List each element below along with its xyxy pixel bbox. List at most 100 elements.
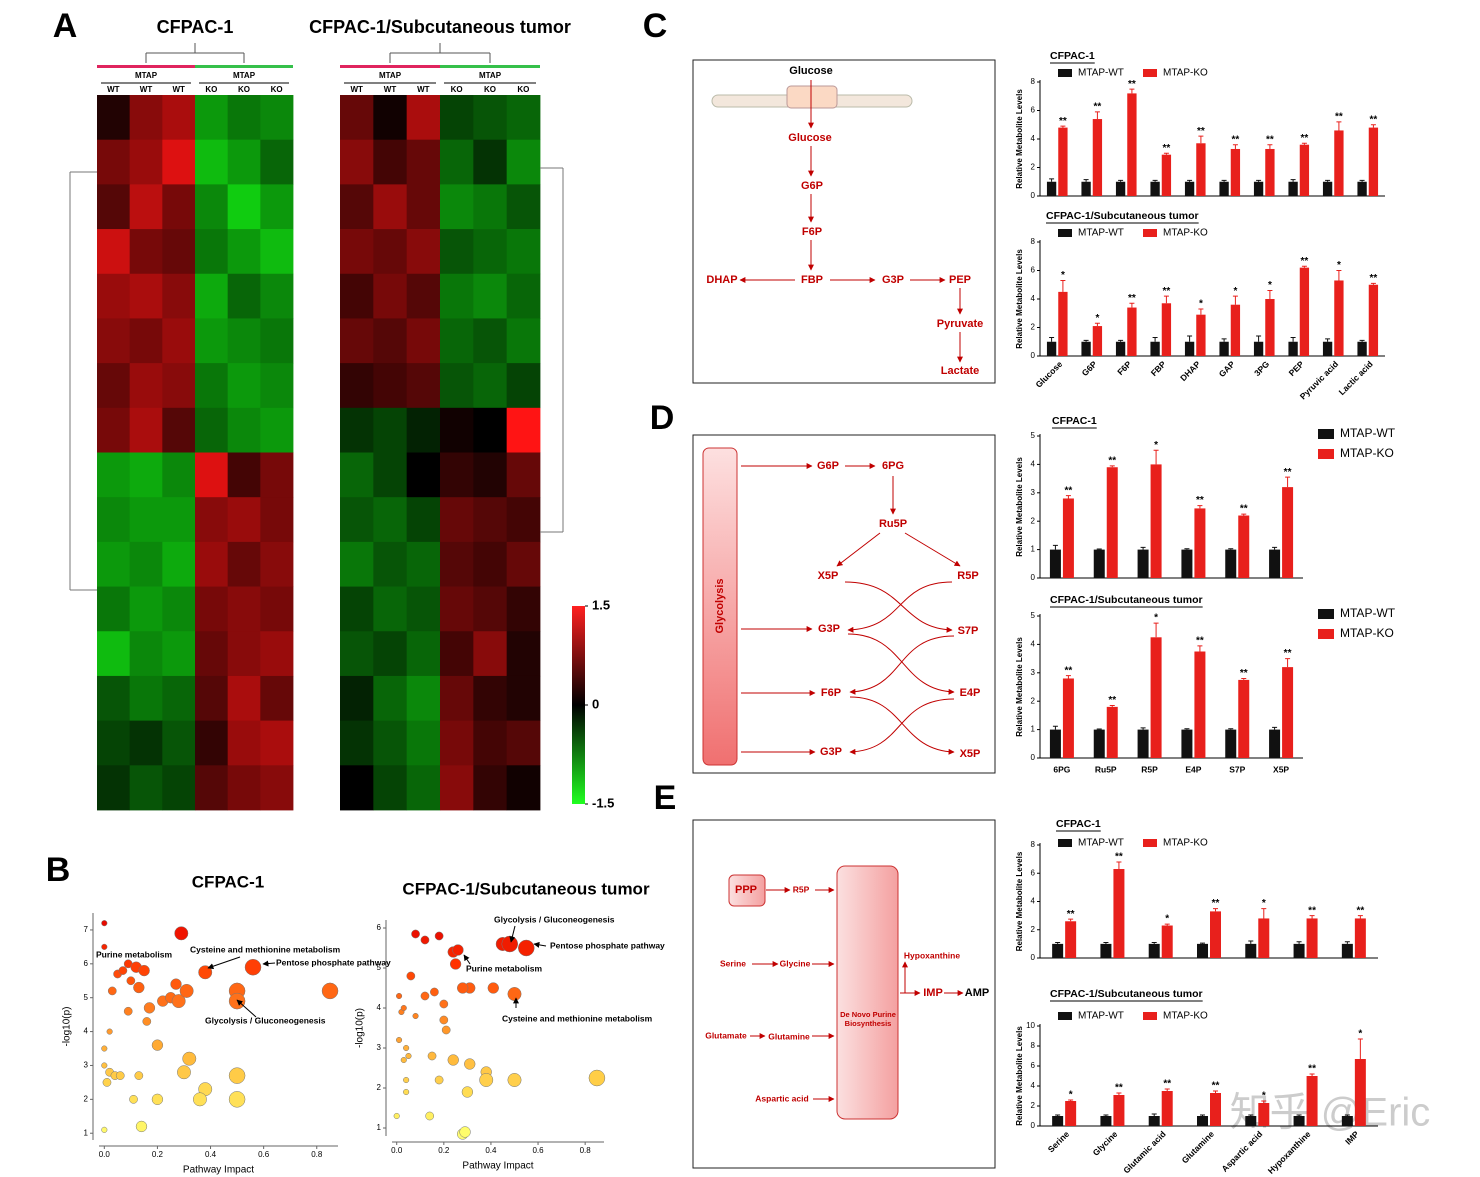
y-tick-label: 8 (1031, 1041, 1036, 1050)
bar (1137, 729, 1149, 758)
diagram-node: Pyruvate (937, 318, 983, 330)
bubble (434, 1075, 444, 1085)
heatmap-cell (440, 273, 474, 319)
error-bar (1296, 1114, 1302, 1116)
heatmap-cell (373, 541, 408, 587)
significance-label: * (1233, 286, 1237, 297)
y-tick-label: 4 (1031, 294, 1036, 303)
heatmap-cell (260, 720, 294, 766)
heatmap-cell (406, 586, 441, 632)
bar (1354, 1059, 1366, 1126)
bubble (461, 1086, 474, 1098)
significance-label: ** (1212, 898, 1220, 909)
error-bar (1213, 1090, 1218, 1093)
x-tick-label: GAP (1217, 359, 1237, 379)
y-tick-label: 2 (1031, 696, 1036, 705)
x-tick-label: Lactic acid (1337, 359, 1375, 397)
error-bar (1060, 279, 1066, 292)
heatmap-cell (260, 765, 294, 811)
bubble (396, 992, 403, 1000)
bar (1282, 487, 1294, 578)
panel-label: D (650, 399, 675, 437)
bar (1225, 729, 1237, 758)
significance-label: ** (1108, 455, 1116, 466)
heatmap-cell (373, 720, 408, 766)
heatmap-cell (406, 229, 441, 275)
heatmap-cell (97, 765, 131, 811)
bubble (174, 926, 189, 941)
heatmap-cell (440, 765, 474, 811)
bar (1184, 341, 1195, 356)
x-tick-label: Glutamic acid (1121, 1129, 1167, 1175)
error-bar (1060, 125, 1066, 128)
heatmap-cell (406, 407, 441, 453)
y-tick-label: 4 (1031, 1081, 1036, 1090)
error-bar (1309, 1073, 1315, 1076)
error-bar (1152, 336, 1158, 342)
bar (1081, 181, 1091, 196)
y-tick-label: 6 (377, 923, 382, 932)
heatmap-cell (440, 229, 474, 275)
bubble (441, 1025, 451, 1035)
y-tick-label: 1 (1031, 725, 1036, 734)
diagram-node: G3P (818, 623, 840, 635)
ppp-box (728, 874, 766, 907)
error-bar (1241, 513, 1247, 516)
heatmap-cell (406, 631, 441, 677)
bar (1334, 280, 1344, 356)
heatmap-cell (227, 452, 261, 498)
y-axis-label: Relative Metabolite Levels (1015, 249, 1024, 349)
y-tick-label: 3 (84, 1061, 89, 1070)
group-bar (440, 65, 540, 68)
error-bar (1096, 548, 1102, 550)
x-tick-label: Glycine (1091, 1129, 1120, 1158)
bar (1194, 651, 1206, 758)
heatmap-cell (195, 363, 229, 409)
bubble (228, 1091, 246, 1108)
heatmap-cell (162, 184, 196, 230)
bar (1106, 467, 1118, 578)
heatmap-cell (227, 541, 261, 587)
heatmap-cell (440, 363, 474, 409)
x-tick-label: 0.2 (152, 1150, 164, 1159)
x-tick-label: E4P (1185, 764, 1201, 774)
bubble (129, 1094, 138, 1104)
bar (1081, 341, 1091, 356)
x-tick-label: 0.0 (391, 1146, 403, 1155)
heatmap-cell (373, 586, 408, 632)
error-bar (1232, 295, 1238, 305)
bar (1258, 918, 1270, 958)
heatmap-cell (406, 273, 441, 319)
heatmap-cell (129, 675, 163, 722)
group-bar (97, 65, 195, 68)
heatmap-cell (473, 184, 508, 230)
heatmap-cell (162, 720, 196, 766)
x-tick-label: PEP (1287, 359, 1306, 378)
annotation-arrow (262, 960, 276, 967)
legend-label: MTAP-KO (1163, 1011, 1208, 1022)
heatmap-cell (162, 139, 196, 185)
bubble (507, 1073, 522, 1087)
heatmap-cell (260, 452, 294, 498)
heatmap-cell (260, 318, 294, 364)
error-bar (1248, 940, 1254, 944)
error-bar (1118, 339, 1124, 342)
bar (1341, 943, 1353, 958)
bubble (518, 939, 535, 957)
bubble (171, 994, 186, 1009)
annotation: Pentose phosphate pathway (276, 957, 391, 967)
heatmap-cell (162, 675, 196, 722)
heatmap-cell (340, 720, 374, 766)
legend-label: MTAP-KO (1163, 228, 1208, 239)
bubble (142, 1017, 152, 1026)
bar (1062, 498, 1074, 578)
heatmap-cell (473, 631, 508, 677)
heatmap-cell (406, 675, 441, 722)
x-tick-label: 3PG (1252, 359, 1271, 378)
bubble (411, 929, 420, 939)
y-tick-label: 3 (1031, 488, 1036, 497)
bubble (403, 1076, 410, 1084)
bubble (244, 958, 262, 976)
bar (1161, 1091, 1173, 1126)
heatmap-cell (473, 407, 508, 453)
